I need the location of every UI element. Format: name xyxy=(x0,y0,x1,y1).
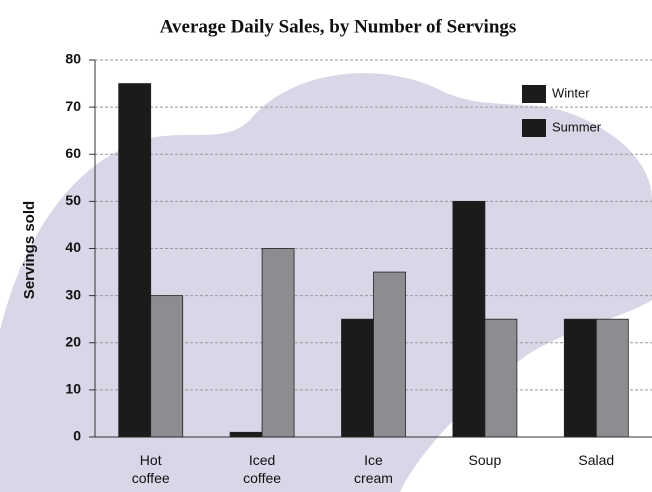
x-tick-label: Hot coffee xyxy=(132,452,170,486)
y-tick-label: 50 xyxy=(65,192,81,208)
bar xyxy=(118,83,152,438)
legend-label: Winter xyxy=(552,85,590,100)
y-tick-label: 40 xyxy=(65,239,81,255)
y-tick-label: 10 xyxy=(65,381,81,397)
bar xyxy=(229,431,263,438)
bar xyxy=(595,318,629,438)
legend-label: Summer xyxy=(552,119,602,134)
x-tick-label: Ice cream xyxy=(354,452,393,486)
x-tick-label: Soup xyxy=(469,452,502,468)
bar xyxy=(452,200,486,438)
y-axis-label: Servings sold xyxy=(21,201,38,299)
bar xyxy=(150,295,184,438)
bar xyxy=(341,318,374,438)
x-tick-label: Iced coffee xyxy=(243,452,281,486)
bar xyxy=(261,248,295,438)
y-tick-label: 70 xyxy=(65,98,81,114)
y-tick-label: 0 xyxy=(73,428,81,444)
background-cloud xyxy=(0,73,652,492)
x-tick-label: Salad xyxy=(578,452,614,468)
legend-swatch xyxy=(522,85,546,103)
bar xyxy=(484,318,518,438)
bar xyxy=(563,318,597,438)
legend-swatch xyxy=(522,119,546,137)
chart-title: Average Daily Sales, by Number of Servin… xyxy=(160,16,517,37)
y-tick-label: 30 xyxy=(65,286,81,302)
y-tick-label: 80 xyxy=(65,51,81,67)
y-tick-label: 60 xyxy=(65,145,81,161)
y-tick-label: 20 xyxy=(65,333,81,349)
bar xyxy=(373,271,406,438)
